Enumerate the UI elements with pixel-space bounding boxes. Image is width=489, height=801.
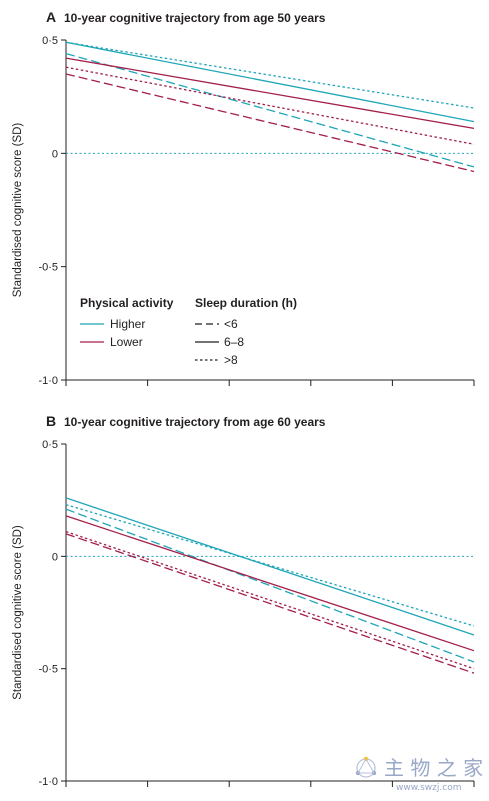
legend-lower-label: Lower [110, 335, 143, 349]
panel-b-y-tick-label: 0·5 [42, 439, 58, 451]
panel-a-y-tick-label: -1·0 [38, 375, 58, 387]
watermark-text: 主 物 之 家 [384, 756, 483, 780]
panel-b-y-tick-label: 0 [52, 551, 58, 563]
panel-a-title: 10-year cognitive trajectory from age 50… [64, 11, 326, 25]
watermark-url: www.swzj.com [396, 783, 461, 793]
panel-a-y-tick-label: 0·5 [42, 35, 58, 47]
panel-a-y-axis-title: Standardised cognitive score (SD) [12, 123, 24, 298]
panel-a-y-tick-label: 0 [52, 148, 58, 160]
legend-sleep-6to8-label: 6–8 [224, 335, 244, 349]
panel-b-letter: B [46, 413, 56, 429]
watermark-logo-icon [355, 756, 377, 778]
watermark: 主 物 之 家 www.swzj.com [355, 756, 483, 793]
panel-b-y-tick-label: -0·5 [38, 664, 58, 676]
panel-b-y-tick-label: -1·0 [38, 776, 58, 788]
panel-b-title: 10-year cognitive trajectory from age 60… [64, 415, 326, 429]
panel-b-series-lower-lt6 [65, 533, 475, 674]
legend-sleep-gt8-label: >8 [224, 353, 238, 367]
legend-higher-label: Higher [110, 317, 145, 331]
panel-b-series-higher-6to8 [65, 497, 475, 636]
panel-a-letter: A [46, 9, 56, 25]
panel-b-chart: -1·0 -0·5 0 0·5 Standardised cognitive score… [12, 439, 475, 788]
panel-b-series-lower-gt8 [65, 531, 475, 670]
panel-a-y-tick-label: -0·5 [38, 262, 58, 274]
panel-a-series-higher-lt6 [65, 52, 475, 168]
legend-activity-title: Physical activity [80, 296, 174, 310]
panel-a-series-higher-6to8 [65, 41, 475, 123]
legend-sleep-lt6-label: <6 [224, 317, 238, 331]
panel-a-series-higher-gt8 [65, 41, 475, 109]
legend: Physical activity Sleep duration (h) Hig… [80, 296, 297, 367]
panel-a-series-lower-lt6 [65, 73, 475, 173]
panel-b-series-lower-6to8 [65, 515, 475, 652]
panel-a-series-lower-6to8 [65, 57, 475, 130]
legend-sleep-title: Sleep duration (h) [195, 296, 297, 310]
panel-b-series-higher-gt8 [65, 504, 475, 627]
panel-b-series-higher-lt6 [65, 508, 475, 663]
panel-a-series-lower-gt8 [65, 66, 475, 145]
panel-b-y-axis-title: Standardised cognitive score (SD) [12, 525, 24, 700]
panel-a-chart: -1·0 -0·5 0 0·5 Standardised cognitive score… [12, 35, 475, 387]
